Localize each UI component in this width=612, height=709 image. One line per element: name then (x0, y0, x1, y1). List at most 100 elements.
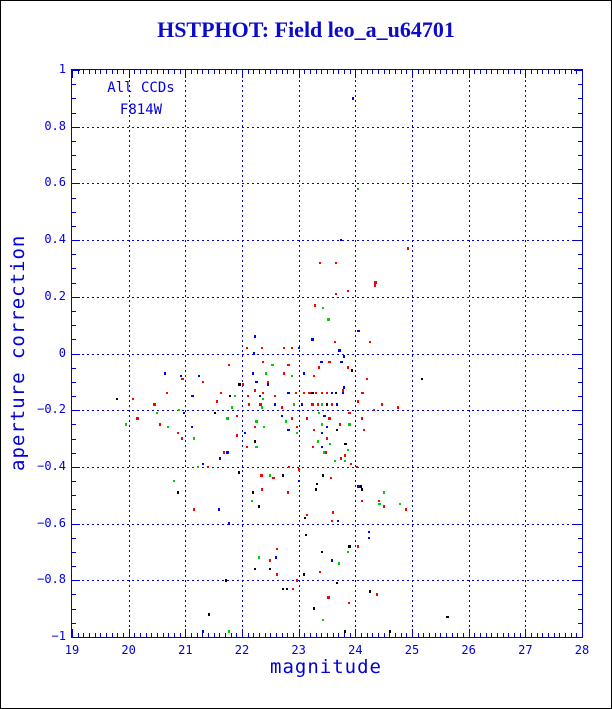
data-point (327, 596, 330, 599)
data-point (246, 394, 250, 398)
x-tick-mark (463, 70, 464, 74)
data-point (207, 613, 211, 616)
data-point (311, 403, 314, 406)
data-point (330, 403, 334, 406)
x-tick-mark (134, 633, 136, 637)
data-point (359, 485, 363, 488)
y-tick-mark (72, 523, 80, 525)
data-point (330, 559, 334, 562)
x-tick-mark (327, 633, 328, 637)
data-point (320, 360, 323, 364)
y-tick-mark (578, 98, 582, 100)
data-point (292, 403, 296, 406)
y-tick-mark (578, 367, 582, 369)
x-tick-mark (145, 633, 147, 637)
x-tick-mark (440, 633, 442, 637)
data-point (250, 499, 254, 503)
data-point (346, 550, 350, 554)
y-tick-label: 0.2 (44, 288, 66, 303)
x-tick-mark (378, 70, 379, 74)
data-point (312, 428, 316, 432)
data-point (297, 479, 301, 483)
data-point (237, 471, 241, 474)
data-point (325, 425, 329, 429)
x-tick-mark (542, 70, 544, 74)
y-tick-mark (574, 466, 582, 468)
x-tick-mark (519, 70, 521, 74)
x-tick-mark (174, 70, 175, 74)
x-tick-mark (383, 70, 385, 74)
x-tick-mark (366, 633, 368, 637)
data-point (213, 411, 217, 415)
data-point (356, 187, 360, 191)
data-point (302, 573, 306, 576)
x-tick-mark (293, 70, 294, 74)
y-tick-mark (72, 537, 76, 539)
data-point (308, 391, 311, 395)
data-point (163, 372, 167, 375)
x-tick-mark (213, 70, 215, 74)
x-tick-mark (332, 633, 334, 637)
data-point (295, 425, 299, 429)
y-tick-label: −0.6 (37, 515, 66, 530)
data-point (252, 352, 256, 355)
x-tick-label: 22 (234, 643, 250, 657)
y-tick-mark (72, 438, 76, 440)
data-point (243, 431, 247, 435)
x-tick-mark (412, 629, 413, 637)
x-tick-mark (417, 633, 419, 637)
data-point (266, 383, 270, 386)
x-tick-mark (157, 70, 158, 74)
x-tick-mark (128, 70, 130, 78)
gridline-horizontal (72, 523, 582, 525)
y-tick-mark (578, 211, 582, 213)
x-tick-mark (525, 629, 527, 637)
data-point (260, 406, 264, 409)
data-point (305, 513, 309, 517)
data-point (372, 408, 376, 412)
x-tick-mark (196, 70, 198, 74)
data-point (268, 567, 272, 571)
data-point (274, 556, 278, 559)
y-tick-mark (72, 112, 76, 114)
data-point (245, 346, 249, 350)
data-point (342, 386, 346, 389)
y-tick-mark (72, 325, 76, 327)
data-point (227, 630, 231, 633)
x-tick-mark (553, 70, 555, 74)
x-tick-mark (514, 70, 515, 74)
y-tick-label: −1 (51, 629, 66, 643)
x-tick-mark (89, 633, 90, 637)
y-tick-mark (72, 155, 76, 157)
chart-title: HSTPHOT: Field leo_a_u64701 (157, 17, 455, 42)
data-point (291, 587, 295, 591)
y-tick-mark (578, 424, 582, 426)
data-point (197, 374, 201, 378)
x-tick-mark (338, 70, 340, 74)
data-point (336, 519, 340, 522)
y-tick-mark (578, 225, 582, 227)
data-point (361, 391, 364, 395)
x-tick-mark (502, 633, 504, 637)
data-point (320, 431, 324, 435)
data-point (238, 383, 241, 386)
x-tick-mark (406, 633, 408, 637)
data-point (334, 391, 338, 395)
data-point (317, 411, 321, 415)
y-tick-mark (578, 495, 582, 497)
x-tick-mark (298, 70, 300, 78)
data-point (382, 491, 386, 494)
x-tick-mark (468, 70, 470, 78)
x-tick-mark (219, 633, 221, 637)
data-point (124, 423, 128, 426)
data-point (338, 423, 342, 426)
data-point (235, 434, 239, 437)
data-point (287, 465, 291, 469)
y-tick-mark (72, 240, 80, 242)
x-tick-mark (366, 70, 368, 74)
x-tick-mark (140, 70, 141, 74)
data-point (331, 511, 335, 514)
data-point (350, 369, 354, 372)
y-tick-mark (578, 396, 582, 398)
data-point (201, 380, 205, 384)
